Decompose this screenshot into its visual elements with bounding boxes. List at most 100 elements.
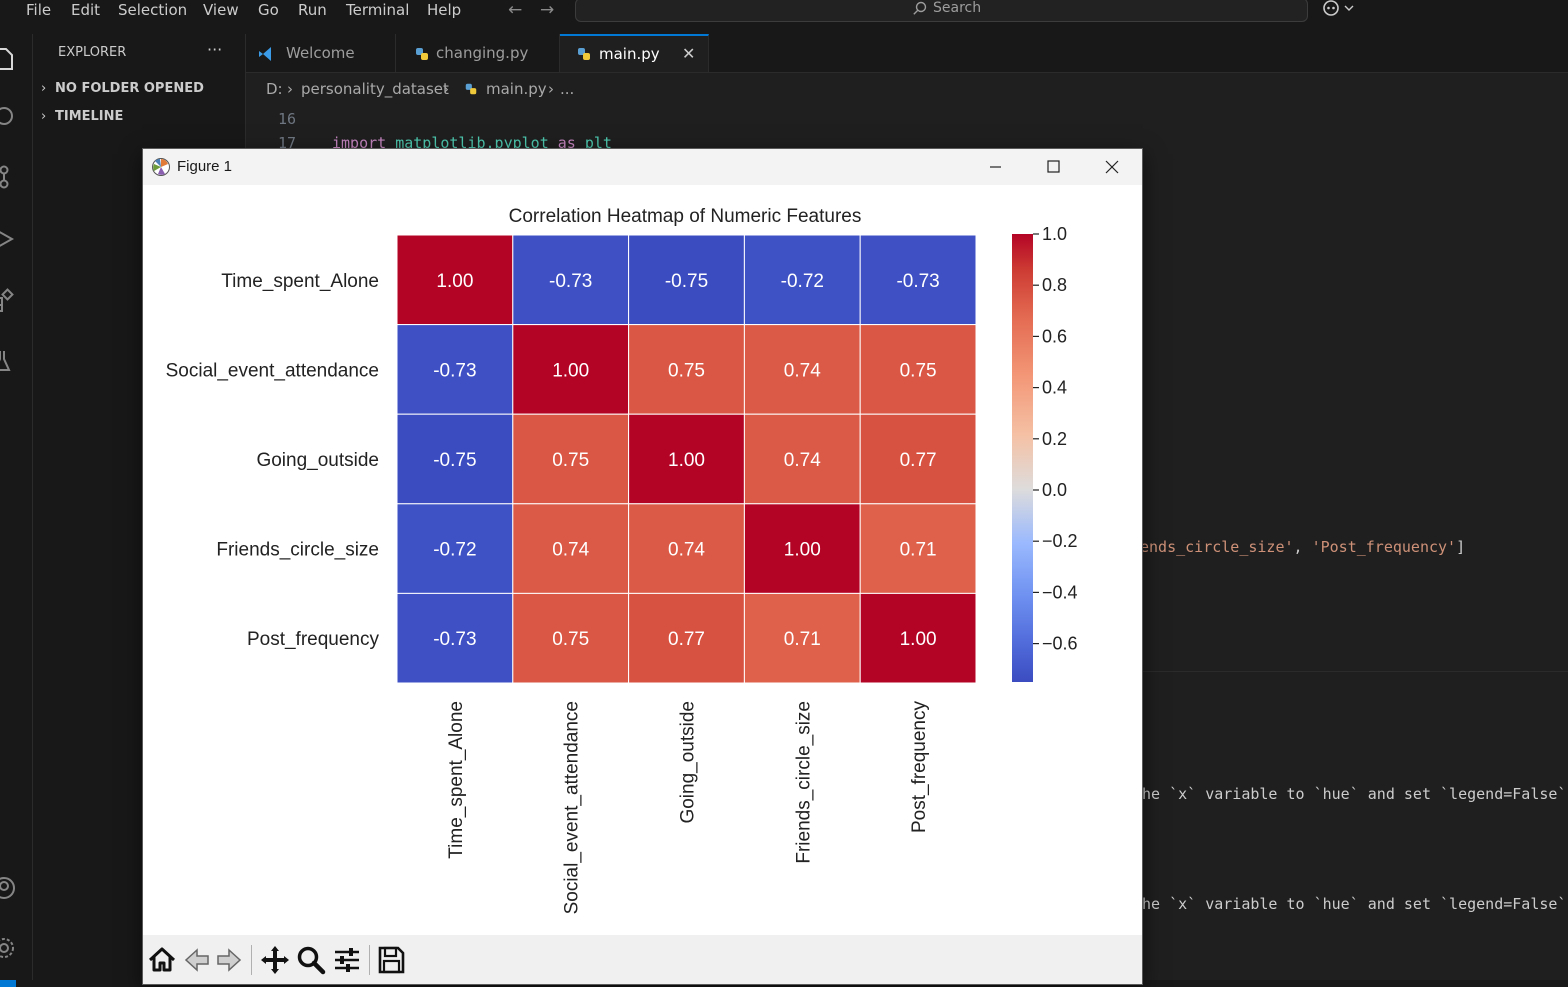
cell-annotation: -0.72 [433,540,476,561]
cell-annotation: 1.00 [668,450,705,471]
y-tick-label: Post_frequency [247,629,380,650]
pan-icon[interactable] [258,943,292,977]
figure-canvas[interactable]: Correlation Heatmap of Numeric Features … [143,185,1142,935]
terminal-output-line: he `x` variable to `hue` and set `legend… [1142,895,1567,913]
cell-annotation: 0.75 [668,360,705,381]
code-line[interactable]: ends_circle_size', 'Post_frequency'] [1140,538,1465,556]
more-actions-icon[interactable]: ··· [207,40,223,59]
forward-arrow-icon[interactable]: → [540,0,555,20]
remote-indicator[interactable] [0,980,16,987]
section-label: TIMELINE [55,109,124,124]
configure-subplots-icon[interactable] [330,943,364,977]
colorbar-tick-label: 0.6 [1042,326,1067,346]
figure-toolbar [143,935,1142,984]
save-icon[interactable] [374,943,408,977]
y-tick-label: Social_event_attendance [166,360,379,381]
breadcrumb-symbol[interactable]: ... [560,80,575,98]
tab-label: Welcome [286,44,355,62]
close-icon[interactable] [1083,149,1141,185]
chevron-right-icon: › [443,80,449,98]
cell-annotation: 0.75 [552,629,589,650]
copilot-icon[interactable] [1322,0,1362,18]
x-tick-label: Post_frequency [909,701,930,834]
accounts-icon[interactable] [0,876,18,902]
colorbar-tick-label: 0.2 [1042,429,1067,449]
figure-titlebar[interactable]: Figure 1 [143,149,1142,185]
code-token: ] [1456,538,1466,556]
x-tick-label: Going_outside [678,701,699,824]
menu-help[interactable]: Help [427,1,462,19]
extensions-icon[interactable] [0,288,18,314]
heatmap-cell [859,234,977,326]
cell-annotation: -0.75 [433,450,476,471]
cell-annotation: -0.75 [665,271,708,292]
line-number: 17 [278,134,297,152]
close-tab-icon[interactable]: ✕ [682,44,696,63]
heatmap-cell [628,234,745,326]
maximize-icon[interactable] [1024,149,1082,185]
source-control-icon[interactable] [0,164,18,190]
forward-icon[interactable] [212,943,246,977]
figure-window: Figure 1 Correlation Heatmap of Numeric … [142,148,1143,985]
cell-annotation: 0.77 [900,450,937,471]
cell-annotation: 1.00 [552,360,589,381]
search-view-icon[interactable] [0,104,18,130]
menu-view[interactable]: View [203,1,239,19]
cell-annotation: 0.75 [900,360,937,381]
heatmap-chart: Correlation Heatmap of Numeric Features … [166,206,1078,914]
minimize-icon[interactable] [966,149,1024,185]
search-placeholder: Search [933,0,982,16]
code-token: plt [584,134,612,152]
cell-annotation: 0.71 [784,629,821,650]
chevron-right-icon: › [41,109,47,124]
colorbar [1012,234,1033,682]
heatmap-cell [859,324,977,415]
colorbar-tick-label: −0.2 [1042,531,1078,551]
breadcrumb-folder[interactable]: personality_dataset [301,80,449,98]
y-tick-label: Going_outside [256,450,379,471]
heatmap-cell [628,324,745,415]
colorbar-tick-label: 0.8 [1042,275,1067,295]
cell-annotation: -0.73 [549,271,592,292]
zoom-icon[interactable] [294,943,328,977]
cell-annotation: 0.77 [668,629,705,650]
section-timeline[interactable]: › TIMELINE [41,109,123,124]
code-token: 'Post_frequency' [1311,538,1457,556]
code-token: , [1293,538,1312,556]
panel-divider [1142,671,1568,672]
matplotlib-logo-icon [152,158,170,176]
tab-changing-py[interactable]: changing.py [396,34,560,72]
section-no-folder-opened[interactable]: › NO FOLDER OPENED [41,81,204,96]
heatmap-cell [743,234,861,326]
run-debug-icon[interactable] [0,226,18,252]
code-token: matplotlib.pyplot [395,134,549,152]
back-icon[interactable] [180,943,214,977]
explorer-files-icon[interactable] [0,46,18,72]
cell-annotation: 0.74 [784,360,821,381]
tab-welcome[interactable]: Welcome [246,34,396,72]
manage-gear-icon[interactable] [0,936,18,962]
menu-go[interactable]: Go [258,1,279,19]
python-icon [416,48,428,60]
line-number: 16 [278,110,297,128]
code-token: ends_circle_size' [1140,538,1294,556]
home-icon[interactable] [145,943,179,977]
tab-main-py[interactable]: main.py ✕ [560,34,709,72]
back-arrow-icon[interactable]: ← [508,0,523,20]
menu-run[interactable]: Run [298,1,327,19]
code-line[interactable]: import matplotlib.pyplot as plt [332,134,612,152]
breadcrumb-drive[interactable]: D: [266,80,283,98]
code-token: import [332,134,387,152]
testing-flask-icon[interactable] [0,348,18,374]
breadcrumb-file[interactable]: main.py [486,80,547,98]
menu-selection[interactable]: Selection [118,1,188,19]
menu-terminal[interactable]: Terminal [346,1,410,19]
cell-annotation: 1.00 [436,271,473,292]
cell-annotation: -0.73 [896,271,939,292]
menu-file[interactable]: File [26,1,52,19]
command-center-search[interactable]: Search [575,0,1308,22]
cell-annotation: -0.73 [433,629,476,650]
cell-annotation: 1.00 [900,629,937,650]
heatmap-cell [512,592,630,684]
menu-edit[interactable]: Edit [71,1,101,19]
